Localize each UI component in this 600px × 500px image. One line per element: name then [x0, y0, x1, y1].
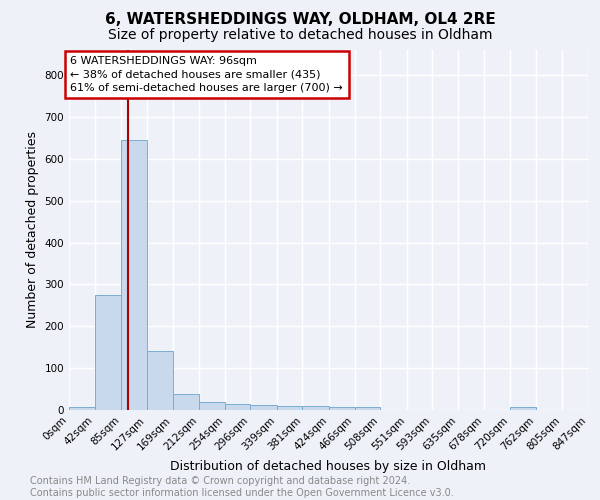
Bar: [277, 406, 302, 410]
X-axis label: Distribution of detached houses by size in Oldham: Distribution of detached houses by size …: [170, 460, 487, 473]
Text: Contains HM Land Registry data © Crown copyright and database right 2024.
Contai: Contains HM Land Registry data © Crown c…: [30, 476, 454, 498]
Bar: [302, 406, 329, 410]
Text: Size of property relative to detached houses in Oldham: Size of property relative to detached ho…: [108, 28, 492, 42]
Text: 6 WATERSHEDDINGS WAY: 96sqm
← 38% of detached houses are smaller (435)
61% of se: 6 WATERSHEDDINGS WAY: 96sqm ← 38% of det…: [70, 56, 343, 92]
Bar: [147, 352, 173, 410]
Bar: [355, 406, 380, 410]
Bar: [173, 394, 199, 410]
Bar: [121, 140, 147, 410]
Bar: [224, 404, 250, 410]
Bar: [95, 295, 121, 410]
Bar: [69, 406, 95, 410]
Bar: [329, 406, 355, 410]
Bar: [199, 402, 224, 410]
Y-axis label: Number of detached properties: Number of detached properties: [26, 132, 39, 328]
Bar: [250, 405, 277, 410]
Text: 6, WATERSHEDDINGS WAY, OLDHAM, OL4 2RE: 6, WATERSHEDDINGS WAY, OLDHAM, OL4 2RE: [104, 12, 496, 28]
Bar: [510, 406, 536, 410]
